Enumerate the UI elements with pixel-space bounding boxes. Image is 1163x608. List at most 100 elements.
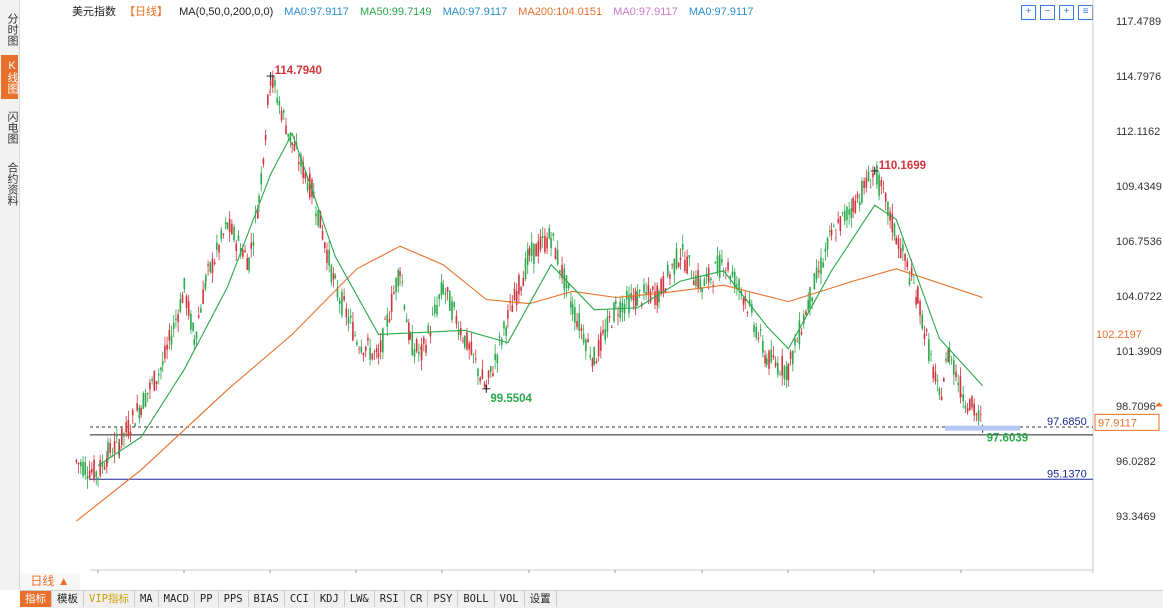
ma3-value: MA0:97.9117 [442,6,508,18]
candle-body [830,229,833,236]
candle-body [753,324,755,332]
indicator-tab-1[interactable]: 模板 [52,591,84,607]
period-selector[interactable]: 日线 ▲ [20,573,80,590]
candle-body [852,197,854,212]
indicator-tab-3[interactable]: MA [135,591,159,607]
last-price-arrow-icon [1155,402,1163,407]
indicator-tab-0[interactable]: 指标 [20,591,52,607]
indicator-tab-9[interactable]: KDJ [315,591,345,607]
candle-body [843,210,846,221]
candle-body [149,382,151,390]
candle-body [86,475,89,479]
indicator-tab-14[interactable]: BOLL [458,591,495,607]
candle-body [615,301,617,304]
y-tick-label: 96.0282 [1116,456,1156,468]
candle-body [415,339,418,352]
candle-body [943,378,945,382]
candle-body [779,373,781,375]
candle-body [505,327,507,336]
indicator-tab-4[interactable]: MACD [159,591,195,607]
candle-body [546,237,548,249]
candle-body [783,366,786,380]
left-tab-0[interactable]: 分时图 [6,12,18,46]
candle-body [113,440,116,454]
candle-body [140,407,142,415]
candle-body [146,392,149,395]
zoom-in-icon[interactable]: + [1059,5,1074,20]
candle-body [686,256,688,274]
indicator-tab-11[interactable]: RSI [375,591,405,607]
candle-body [751,304,753,313]
ma-settings[interactable]: MA(0,50,0,200,0,0) [179,6,274,18]
candle-body [354,335,356,336]
indicator-tab-13[interactable]: PSY [428,591,459,607]
indicator-tab-7[interactable]: BIAS [249,591,285,607]
candle-body [371,353,374,360]
candle-body [617,314,619,316]
candle-body [285,125,287,135]
candle-body [872,173,874,178]
candle-body [405,319,408,323]
candle-body [129,431,132,435]
candle-body [684,259,686,272]
candle-body [578,313,581,331]
candle-body [764,355,766,364]
candle-body [172,322,175,330]
candle-body [123,433,125,437]
price-chart[interactable]: 117.4789 114.7976 112.1162 109.4349 106.7536… [20,0,1163,573]
candle-body [606,316,609,332]
candle-body [669,274,671,279]
candle-body [423,337,425,344]
candle-body [211,258,214,274]
indicator-tab-8[interactable]: CCI [285,591,315,607]
candle-body [515,290,518,306]
indicator-tab-5[interactable]: PP [195,591,219,607]
candle-body [718,254,721,278]
candle-body [468,343,470,350]
candle-body [846,207,848,221]
candle-body [677,263,680,267]
candle-body [386,314,389,327]
ma50-value: MA50:99.7149 [359,6,432,18]
candle-body [721,258,723,263]
candle-body [820,257,822,275]
indicator-tab-2[interactable]: VIP指标 [84,591,135,607]
period-label: 【日线】 [124,6,168,18]
indicator-tab-15[interactable]: VOL [495,591,525,607]
candle-body [858,202,861,206]
candle-body [798,320,801,345]
left-tab-3[interactable]: 合约资料 [6,162,18,206]
candle-body [891,213,894,233]
indicator-tab-16[interactable]: 设置 [525,591,557,607]
indicator-tab-12[interactable]: CR [405,591,429,607]
candle-body [364,346,367,352]
candle-body [332,273,335,280]
zoom-out-icon[interactable]: − [1040,5,1055,20]
candle-body [897,238,900,249]
candle-body [580,327,583,332]
candle-body [876,165,878,185]
candle-body [809,286,811,309]
candle-body [187,300,190,316]
candle-body [533,243,535,264]
candle-body [787,363,790,381]
left-tab-1[interactable]: K线图 [1,55,18,99]
candle-body [84,462,87,476]
candle-body [638,289,641,292]
left-tab-bar: 分时图 K线图闪电图合约资料 [0,0,20,590]
candle-body [453,302,455,308]
candle-body [805,311,807,316]
candle-body [925,329,928,332]
candle-body [228,218,231,233]
candle-body [969,398,971,410]
indicator-tab-10[interactable]: LW& [345,591,375,607]
indicator-tab-6[interactable]: PPS [219,591,249,607]
left-tab-2[interactable]: 闪电图 [6,110,18,144]
crosshair-icon[interactable]: + [1021,5,1036,20]
candle-body [507,310,509,319]
candle-body [695,275,697,286]
candle-body [541,236,544,239]
ma200-value: MA200:104.0151 [518,6,603,18]
candle-body [746,312,749,313]
candle-body [457,329,460,335]
